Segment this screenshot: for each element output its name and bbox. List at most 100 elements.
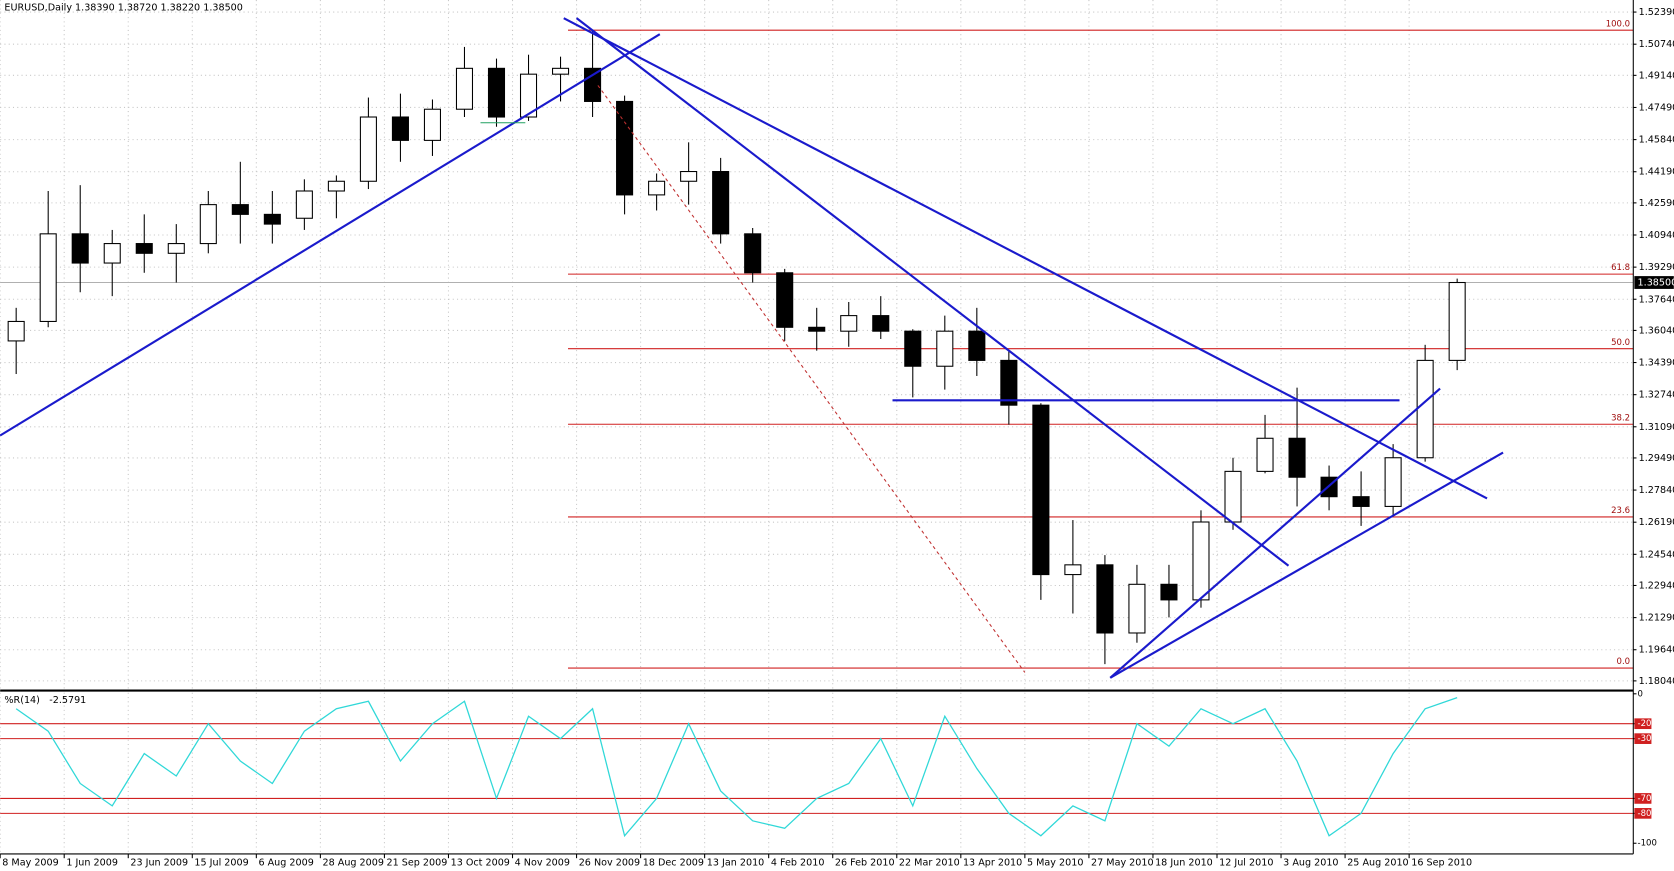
indicator-name: %R(14) [4, 695, 39, 706]
y-tick-label: 1.29490 [1639, 453, 1674, 464]
candle-body [584, 67, 602, 102]
x-tick-label: 26 Nov 2009 [579, 857, 640, 868]
fib-label: 61.8 [1611, 263, 1630, 273]
y-tick-label: -20 [1638, 719, 1652, 729]
candle-body [199, 204, 217, 245]
x-tick-label: 18 Dec 2009 [643, 857, 704, 868]
level-tag [1634, 793, 1652, 804]
fib-base-line [597, 85, 1026, 673]
candle-body [263, 213, 281, 225]
candle-body [616, 100, 634, 196]
y-tick-label: -70 [1638, 794, 1652, 804]
x-tick-label: 5 May 2010 [1027, 857, 1083, 868]
y-tick-label: 1.50740 [1639, 39, 1674, 50]
indicator-value: -2.5791 [49, 695, 86, 706]
level-tag [1634, 733, 1652, 744]
level-tag [1634, 808, 1652, 819]
y-tick-label: 1.34390 [1639, 358, 1674, 369]
candle-body [968, 330, 986, 361]
y-tick-label: 1.31090 [1639, 422, 1674, 433]
x-tick-label: 22 Mar 2010 [899, 857, 960, 868]
x-tick-label: 6 Aug 2009 [258, 857, 313, 868]
y-tick-label: 1.26190 [1639, 517, 1674, 528]
y-tick-label: 1.24540 [1639, 549, 1674, 560]
x-tick-label: 23 Jun 2009 [130, 857, 188, 868]
y-tick-label: -80 [1638, 809, 1652, 819]
candle-body [519, 73, 538, 118]
y-tick-label: 1.47490 [1639, 102, 1674, 113]
candle-body [1032, 404, 1050, 576]
y-tick-label: 1.22940 [1639, 580, 1674, 591]
x-tick-label: 16 Sep 2010 [1411, 857, 1472, 868]
labels: 1.52390 1.50740 1.49140 1.47490 1.45840 1.441… [0, 7, 1674, 868]
x-tick-label: 4 Feb 2010 [771, 857, 825, 868]
y-tick-label: 1.39290 [1639, 262, 1674, 273]
x-tick-label: 1 Jun 2009 [66, 857, 118, 868]
candle-body [135, 243, 153, 254]
y-tick-label: -100 [1638, 839, 1657, 849]
fib-label: 0.0 [1617, 657, 1631, 667]
y-tick-label: 1.40940 [1639, 230, 1674, 241]
x-tick-label: 13 Oct 2009 [451, 857, 510, 868]
candle-body [1064, 564, 1082, 576]
y-tick-label: -30 [1638, 734, 1652, 744]
y-tick-label: 1.44190 [1639, 167, 1674, 178]
candle-body [744, 233, 762, 274]
x-tick-label: 25 Aug 2010 [1347, 857, 1408, 868]
candle-body [487, 67, 506, 118]
y-tick-label: 1.42590 [1639, 198, 1674, 209]
candle-body [7, 320, 25, 342]
y-tick-label: 1.36040 [1639, 325, 1674, 336]
candle-body [680, 170, 698, 182]
y-tick-label: 1.19640 [1639, 645, 1674, 656]
candle-body [423, 108, 441, 141]
fib-label: 23.6 [1611, 506, 1630, 516]
marks [7, 31, 1466, 838]
fib-label: 38.2 [1611, 413, 1630, 423]
candle-body [872, 315, 890, 332]
trendline [1109, 451, 1504, 679]
x-tick-label: 15 Jul 2009 [194, 857, 248, 868]
x-tick-label: 8 May 2009 [2, 857, 58, 868]
candle-body [295, 190, 313, 219]
trendline [0, 33, 661, 437]
fib-label: 100.0 [1606, 19, 1630, 29]
trendline [575, 17, 1290, 567]
candle-body [1224, 470, 1242, 523]
y-tick-label: 1.45840 [1639, 135, 1674, 146]
x-tick-label: 12 Jul 2010 [1219, 857, 1273, 868]
chart-title: EURUSD,Daily 1.38390 1.38720 1.38220 1.3… [4, 2, 242, 13]
x-tick-label: 13 Jan 2010 [707, 857, 765, 868]
candle-body [167, 243, 185, 254]
candle-body [231, 204, 249, 215]
candle-body [808, 326, 826, 332]
candle-body [1288, 437, 1306, 478]
candle-body [359, 116, 377, 182]
y-tick-label: 1.32740 [1639, 390, 1674, 401]
candle-body [840, 315, 858, 332]
x-tick-label: 26 Feb 2010 [835, 857, 895, 868]
candle-body [1192, 521, 1210, 601]
x-tick-label: 4 Nov 2009 [515, 857, 570, 868]
x-tick-label: 27 May 2010 [1091, 857, 1154, 868]
level-tag [1634, 718, 1652, 730]
candle-body [648, 180, 666, 196]
y-tick-label: 1.37640 [1639, 294, 1674, 305]
x-tick-label: 28 Aug 2009 [323, 857, 384, 868]
candle-body [1000, 359, 1018, 406]
fib-label: 50.0 [1611, 338, 1630, 348]
candle-body [455, 67, 474, 110]
candle-body [327, 180, 345, 192]
x-tick-label: 3 Aug 2010 [1283, 857, 1338, 868]
trendlines [0, 17, 1504, 679]
last-price-box [1634, 276, 1674, 289]
y-tick-label: 1.52390 [1639, 7, 1674, 18]
candle-body [1096, 564, 1114, 634]
candle-body [904, 330, 922, 367]
trendline [1109, 387, 1441, 679]
candle-body [1128, 583, 1146, 634]
candle-body [552, 67, 570, 75]
y-tick-label: 0 [1638, 689, 1643, 699]
